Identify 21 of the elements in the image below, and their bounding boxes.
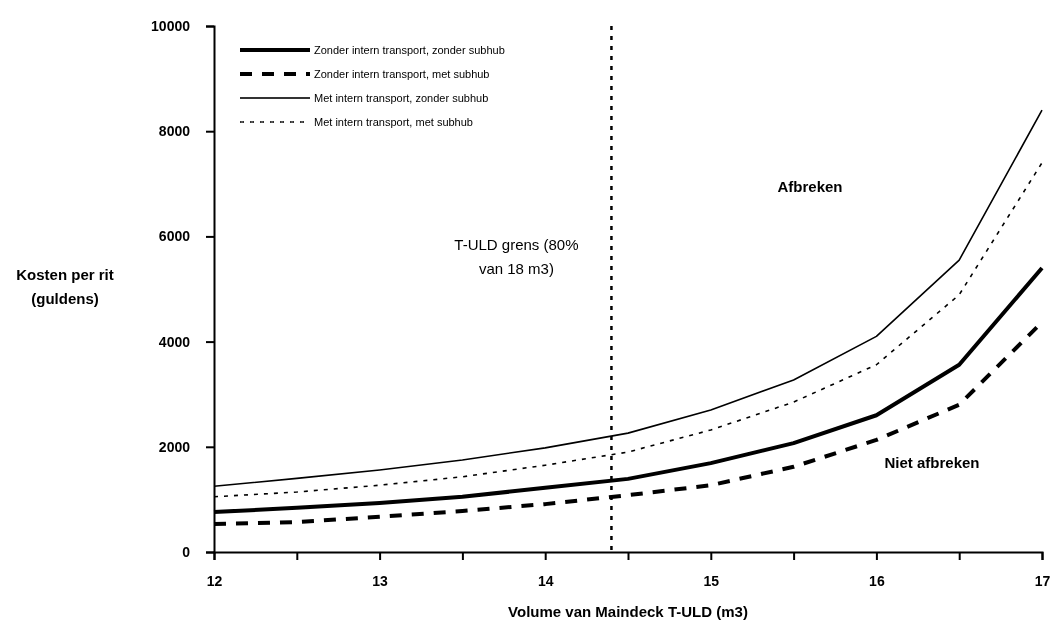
annotation: Niet afbreken [884, 454, 980, 471]
legend-label: Zonder intern transport, zonder subhub [314, 44, 505, 56]
x-axis-title: Volume van Maindeck T-ULD (m3) [508, 603, 748, 620]
y-tick-label: 4000 [158, 333, 191, 350]
x-tick-label: 14 [537, 572, 554, 589]
x-tick-label: 16 [869, 572, 885, 589]
legend-label: Zonder intern transport, met subhub [314, 68, 490, 80]
y-tick-label: 2000 [158, 438, 191, 455]
x-tick-label: 17 [1034, 572, 1051, 589]
y-tick-label: 0 [182, 543, 191, 560]
legend-label: Met intern transport, met subhub [314, 116, 473, 128]
x-tick-label: 12 [206, 572, 223, 589]
x-tick-label: 15 [703, 572, 720, 589]
y-tick-label: 10000 [151, 17, 191, 34]
legend-label: Met intern transport, zonder subhub [314, 92, 489, 104]
y-axis-title: Kosten per rit (guldens) [16, 266, 114, 307]
x-tick-label: 13 [372, 572, 389, 589]
annotation: Afbreken [777, 178, 843, 195]
y-tick-label: 6000 [158, 228, 191, 245]
ref-line-label: T-ULD grens (80% van 18 m3) [454, 236, 579, 277]
y-tick-label: 8000 [158, 123, 191, 140]
